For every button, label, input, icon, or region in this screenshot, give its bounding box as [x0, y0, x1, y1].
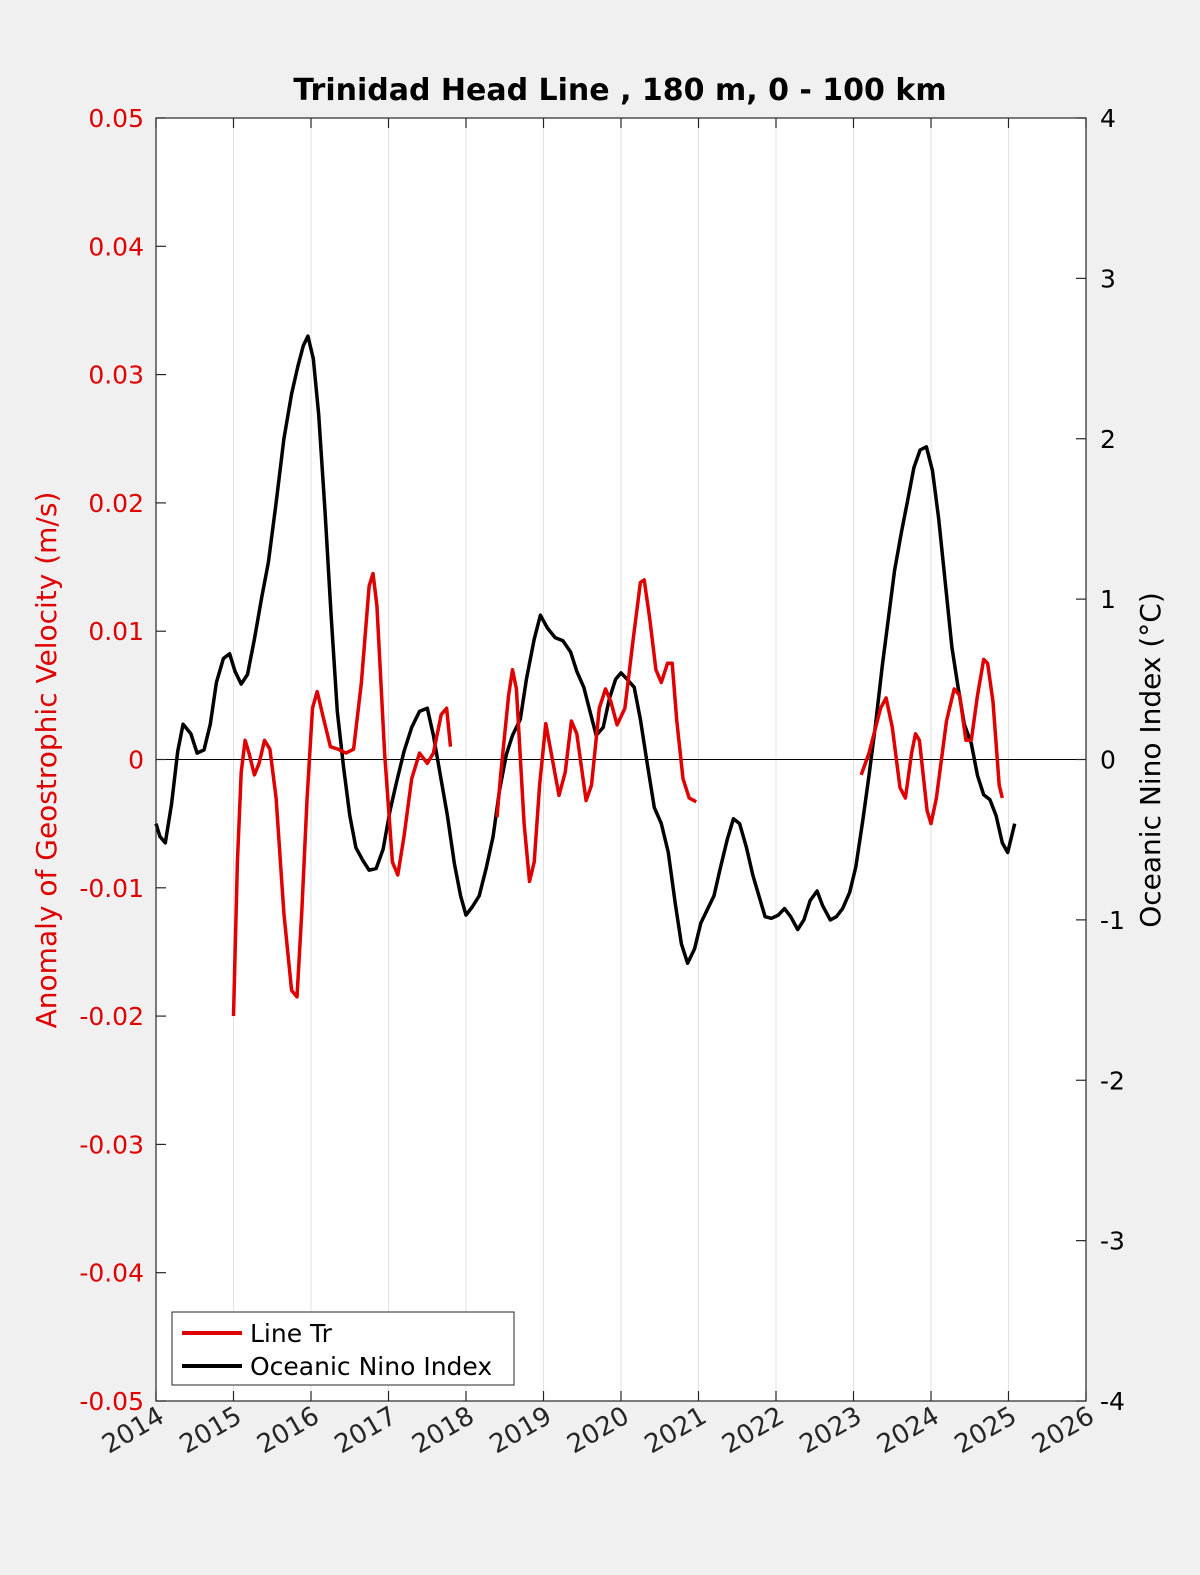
series-line-line-tr-segment-3 — [859, 657, 1005, 826]
y-axis-right-label: Oceanic Nino Index (°C) — [1134, 592, 1167, 928]
y-left-tick-label: 0.05 — [88, 104, 144, 133]
y-right-tick-label: -2 — [1100, 1066, 1125, 1095]
y-left-tick-label: -0.02 — [79, 1002, 144, 1031]
y-left-tick-label: 0.04 — [88, 232, 144, 261]
y-left-tick-label: -0.05 — [79, 1387, 144, 1416]
legend[interactable]: Line Tr Oceanic Nino Index — [171, 1311, 515, 1386]
y-left-tick-label: -0.03 — [79, 1130, 144, 1159]
y-left-tick-label: 0.02 — [88, 489, 144, 518]
y-left-tick-label: 0.01 — [88, 617, 144, 646]
legend-box — [171, 1311, 515, 1386]
y-right-tick-label: 1 — [1100, 585, 1116, 614]
y-left-tick-label: -0.04 — [79, 1259, 144, 1288]
y-right-tick-label: -3 — [1100, 1227, 1125, 1256]
y-right-tick-label: 4 — [1100, 104, 1116, 133]
y-right-tick-label: 0 — [1100, 746, 1116, 775]
y-axis-left-label: Anomaly of Geostrophic Velocity (m/s) — [30, 492, 63, 1029]
y-left-tick-label: -0.01 — [79, 874, 144, 903]
legend-label-oni: Oceanic Nino Index — [250, 1352, 492, 1381]
y-right-tick-label: 2 — [1100, 425, 1116, 454]
y-left-tick-label: 0 — [128, 746, 144, 775]
chart-title: Trinidad Head Line , 180 m, 0 - 100 km — [293, 73, 946, 108]
series-line-line-tr-segment-1 — [231, 571, 453, 1017]
y-left-tick-label: 0.03 — [88, 361, 144, 390]
y-right-tick-label: -4 — [1100, 1387, 1125, 1416]
series-layer — [154, 334, 1017, 1017]
legend-label-line-tr: Line Tr — [250, 1319, 333, 1348]
y-right-tick-label: -1 — [1100, 906, 1125, 935]
y-right-tick-label: 3 — [1100, 264, 1116, 293]
series-line-line-tr-segment-2 — [495, 578, 698, 884]
